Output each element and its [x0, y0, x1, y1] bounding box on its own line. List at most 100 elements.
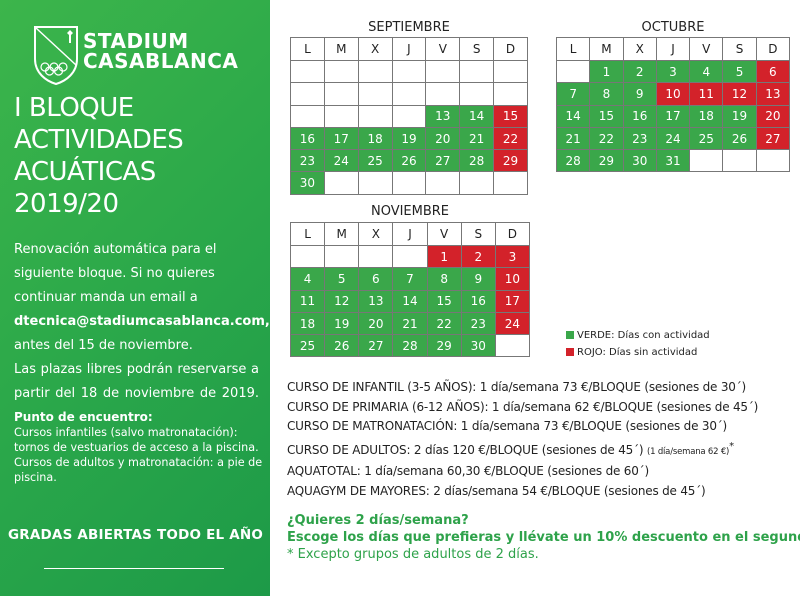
day-active: 4	[289, 267, 326, 291]
day-active: 25	[689, 126, 724, 151]
asterisk: *	[729, 440, 734, 452]
day-empty	[493, 171, 528, 195]
day-active: 19	[722, 104, 757, 128]
day-inactive: 20	[755, 104, 791, 128]
meeting-heading: Punto de encuentro:	[14, 410, 153, 424]
price-item: AQUATOTAL: 1 día/semana 60,30 €/BLOQUE (…	[287, 464, 649, 479]
price-item: CURSO DE MATRONATACIÓN: 1 día/semana 73 …	[287, 419, 728, 434]
day-inactive: 15	[493, 104, 528, 128]
day-empty	[425, 82, 461, 106]
weekday-header: J	[655, 37, 691, 61]
day-active: 5	[722, 59, 757, 84]
price-item: CURSO DE INFANTIL (3-5 AÑOS): 1 día/sema…	[287, 380, 747, 394]
weekday-header: V	[426, 222, 462, 246]
renovation-text: Renovación automática para el siguiente …	[14, 242, 217, 305]
day-empty	[290, 82, 325, 106]
meeting-children: Cursos infantiles (salvo matronatación):…	[14, 426, 259, 454]
title-line: 2019/20	[14, 189, 119, 219]
day-active: 9	[622, 82, 657, 106]
day-active: 9	[460, 267, 496, 291]
week-row: 18 19 20 21 22 23 24	[289, 311, 531, 336]
red-swatch	[566, 347, 574, 356]
day-empty	[425, 59, 461, 84]
week-row: 23 24 25 26 27 28 29	[290, 149, 528, 173]
day-active: 8	[426, 267, 462, 291]
day-inactive: 17	[494, 289, 531, 313]
weekday-header: S	[459, 37, 495, 61]
day-empty	[755, 149, 791, 173]
day-active: 16	[622, 104, 657, 128]
info-panel: STADIUM CASABLANCA I BLOQUE ACTIVIDADES …	[0, 0, 270, 596]
green-swatch	[566, 330, 574, 339]
promo-note: * Excepto grupos de adultos de 2 días.	[287, 547, 539, 562]
weekday-header: M	[323, 37, 359, 61]
stands-open-text: GRADAS ABIERTAS TODO EL AÑO	[8, 527, 264, 543]
day-active: 23	[290, 149, 325, 173]
day-active: 7	[555, 82, 591, 106]
day-active: 17	[323, 126, 359, 151]
day-inactive: 10	[494, 267, 531, 291]
day-active: 5	[324, 267, 360, 291]
promo-question: ¿Quieres 2 días/semana?	[287, 513, 469, 528]
weekday-header: X	[622, 37, 657, 61]
day-active: 24	[655, 126, 691, 151]
week-row: 21 22 23 24 25 26 27	[555, 126, 791, 151]
day-active: 25	[357, 149, 393, 173]
weekday-header: D	[493, 37, 528, 61]
meeting-adults: Cursos de adultos y matronatación: a pie…	[14, 456, 263, 484]
day-active: 21	[555, 126, 591, 151]
title-line: ACUÁTICAS	[14, 157, 156, 187]
day-active: 18	[357, 126, 393, 151]
day-empty	[323, 82, 359, 106]
day-empty	[391, 82, 427, 106]
price-item: CURSO DE ADULTOS: 2 días 120 €/BLOQUE (s…	[287, 437, 758, 463]
day-empty	[689, 149, 724, 173]
week-row	[290, 59, 528, 84]
day-active: 28	[459, 149, 495, 173]
day-empty	[357, 82, 393, 106]
day-active: 28	[555, 149, 591, 173]
price-item: AQUAGYM DE MAYORES: 2 días/semana 54 €/B…	[287, 483, 706, 498]
deadline-text: antes del 15 de noviembre.	[14, 338, 193, 353]
title-line: I BLOQUE	[14, 93, 134, 123]
weekday-header: M	[324, 222, 360, 246]
day-active: 22	[426, 311, 462, 336]
day-empty	[323, 59, 359, 84]
weekday-header: V	[425, 37, 461, 61]
day-active: 24	[323, 149, 359, 173]
day-active: 20	[358, 311, 394, 336]
day-active: 21	[459, 126, 495, 151]
calendar-septiembre: L M X J V S D 13 14 15 16 17 18 19 20 21 22 23 24 25 26 27 28 2…	[290, 37, 528, 195]
day-empty	[459, 82, 495, 106]
weekday-header: J	[391, 37, 427, 61]
weekday-header: V	[689, 37, 724, 61]
day-empty	[323, 171, 359, 195]
day-inactive: 3	[494, 244, 531, 269]
day-inactive: 27	[755, 126, 791, 151]
day-active: 29	[589, 149, 624, 173]
day-empty	[494, 334, 531, 358]
week-row: 14 15 16 17 18 19 20	[555, 104, 791, 128]
day-active: 23	[460, 311, 496, 336]
day-active: 19	[324, 311, 360, 336]
email-link[interactable]: dtecnica@stadiumcasablanca.com,	[14, 314, 270, 329]
day-active: 12	[324, 289, 360, 313]
week-row: 13 14 15	[290, 104, 528, 128]
week-row: 4 5 6 7 8 9 10	[289, 267, 531, 291]
day-active: 26	[324, 334, 360, 358]
promo: ¿Quieres 2 días/semana? Escoge los días …	[287, 512, 800, 563]
page-title: I BLOQUE ACTIVIDADES ACUÁTICAS 2019/20	[14, 92, 184, 220]
week-row: 16 17 18 19 20 21 22	[290, 126, 528, 151]
day-inactive: 12	[722, 82, 757, 106]
day-active: 30	[290, 171, 325, 195]
day-empty	[555, 59, 591, 84]
day-inactive: 22	[493, 126, 528, 151]
day-inactive: 1	[426, 244, 462, 269]
day-empty	[357, 104, 393, 128]
week-row: 30	[290, 171, 528, 195]
day-active: 16	[290, 126, 325, 151]
title-line: ACTIVIDADES	[14, 125, 184, 155]
